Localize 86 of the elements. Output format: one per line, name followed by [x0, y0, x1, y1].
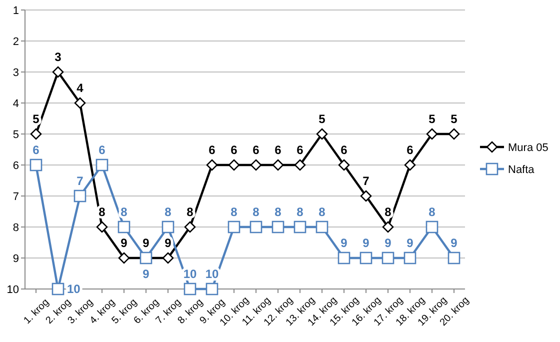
point [272, 159, 284, 171]
point [294, 220, 306, 234]
data-label: 5 [32, 112, 40, 126]
y-tick-label: 3 [12, 66, 19, 79]
data-label: 6 [274, 143, 282, 157]
y-tick-label: 9 [12, 252, 19, 265]
point [96, 221, 108, 233]
data-label: 9 [362, 236, 370, 250]
data-label: 7 [362, 174, 370, 188]
point [206, 159, 218, 171]
point [382, 221, 394, 233]
data-label: 5 [450, 112, 458, 126]
point [162, 252, 174, 264]
point [316, 128, 328, 140]
point [360, 190, 372, 202]
data-label: 6 [32, 143, 40, 157]
point [96, 158, 108, 172]
y-tick-label: 5 [12, 128, 19, 141]
data-label: 3 [54, 50, 62, 64]
point [184, 221, 196, 233]
data-label: 9 [142, 267, 150, 281]
point [338, 159, 350, 171]
y-tick-label: 2 [12, 36, 19, 48]
data-label: 6 [98, 143, 106, 157]
point [426, 220, 438, 234]
data-label: 6 [252, 143, 260, 157]
y-tick-label: 6 [12, 160, 19, 172]
point [338, 252, 350, 264]
y-tick-label: 7 [12, 190, 19, 203]
point [228, 159, 240, 171]
point [448, 252, 460, 264]
point [294, 159, 306, 171]
data-label: 9 [384, 236, 392, 250]
data-label: 9 [450, 236, 458, 250]
point [52, 282, 64, 296]
data-label: 6 [208, 143, 216, 157]
point [30, 158, 42, 172]
y-tick-label: 1 [12, 4, 19, 17]
legend-label: Mura 05 [508, 142, 548, 154]
point [404, 159, 416, 171]
point [360, 252, 372, 264]
point [118, 220, 130, 234]
data-label: 6 [406, 143, 414, 157]
data-label: 9 [142, 236, 150, 250]
point [118, 252, 130, 264]
point [426, 128, 438, 140]
point [316, 220, 328, 234]
data-label: 7 [76, 174, 84, 188]
point [250, 159, 262, 171]
point [52, 66, 64, 78]
point [206, 282, 218, 296]
point [30, 128, 42, 140]
data-label: 8 [318, 205, 326, 219]
y-tick-label: 10 [6, 284, 19, 296]
data-label: 8 [384, 205, 392, 219]
point [184, 282, 196, 296]
data-label: 8 [252, 205, 260, 219]
data-label: 9 [120, 236, 128, 250]
point [74, 190, 86, 202]
data-label: 8 [164, 205, 172, 219]
data-label: 8 [274, 205, 282, 219]
data-label: 9 [406, 236, 414, 250]
data-label: 8 [428, 205, 436, 219]
point [162, 220, 174, 234]
data-label: 8 [120, 205, 128, 219]
data-label: 5 [428, 112, 436, 126]
data-label: 9 [340, 236, 348, 250]
y-tick-label: 8 [12, 222, 19, 234]
legend-label: Nafta [508, 164, 536, 176]
point [272, 220, 284, 234]
data-label: 8 [296, 205, 304, 219]
data-label: 6 [296, 143, 304, 157]
data-label: 5 [318, 112, 326, 126]
data-label: 6 [230, 143, 238, 157]
point [228, 220, 240, 234]
data-label: 8 [186, 205, 194, 219]
point [74, 97, 86, 109]
data-label: 6 [340, 143, 348, 157]
data-label: 9 [164, 236, 172, 250]
point [448, 128, 460, 140]
point [382, 252, 394, 264]
data-label: 8 [230, 205, 238, 219]
point [404, 252, 416, 264]
data-label: 4 [76, 81, 84, 95]
y-tick-label: 4 [12, 98, 19, 110]
point [250, 220, 262, 234]
